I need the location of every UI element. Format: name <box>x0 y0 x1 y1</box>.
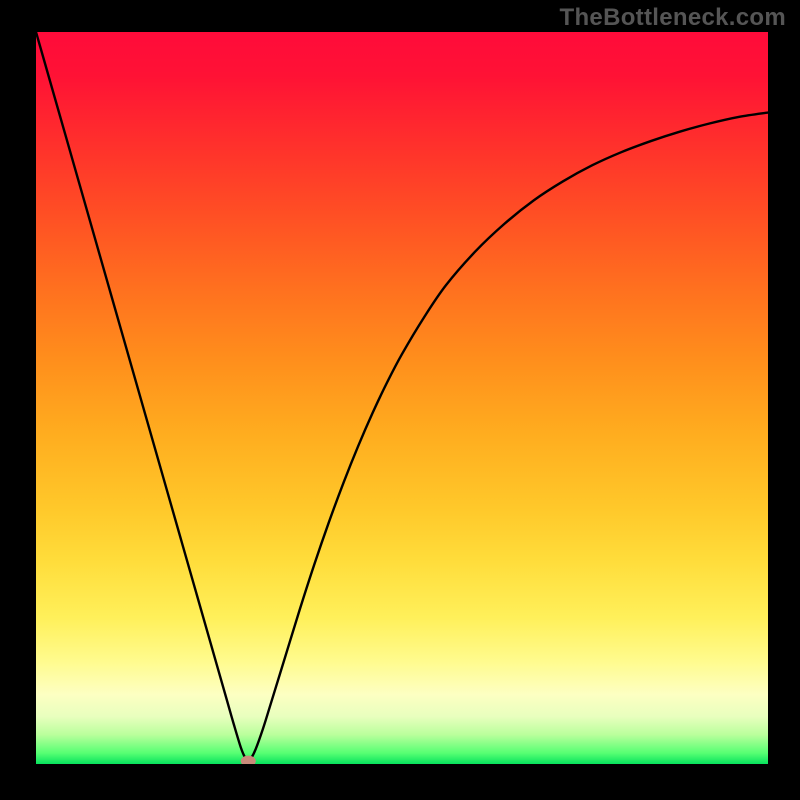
plot-area <box>36 32 768 764</box>
chart-frame: TheBottleneck.com <box>0 0 800 800</box>
optimal-point-marker <box>241 756 255 764</box>
bottleneck-curve <box>36 32 768 761</box>
curve-layer <box>36 32 768 764</box>
watermark-text: TheBottleneck.com <box>560 4 786 32</box>
